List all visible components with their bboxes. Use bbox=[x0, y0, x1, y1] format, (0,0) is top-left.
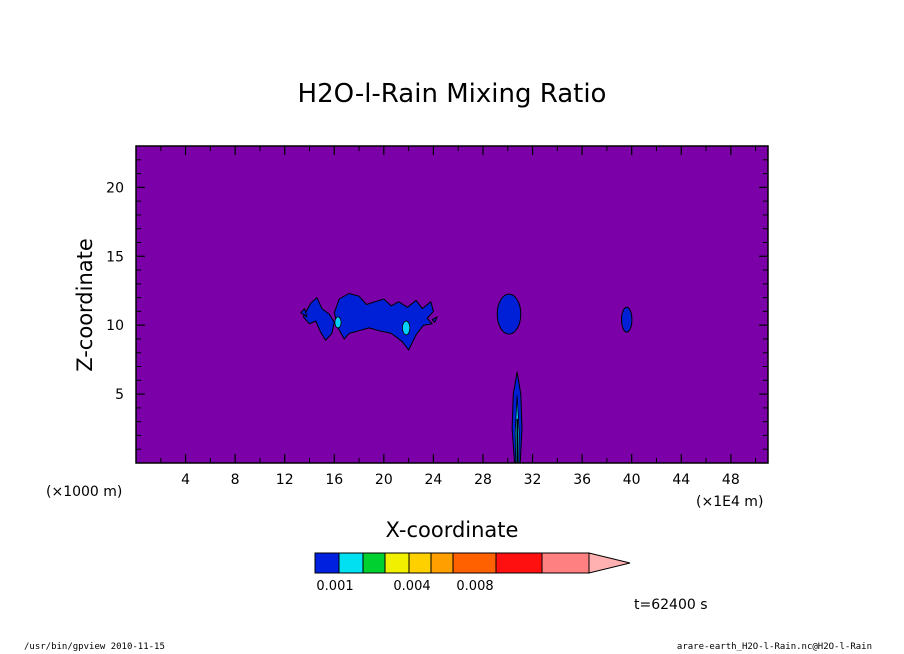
x-axis: 4 8 12 16 20 24 28 32 36 40 44 48 bbox=[160, 146, 757, 488]
y-tick-label: 15 bbox=[106, 249, 124, 265]
contour-inner-b bbox=[402, 320, 411, 336]
contour-cell-isolated-1 bbox=[496, 293, 522, 335]
plot-frame bbox=[135, 145, 769, 464]
y-tick-label: 10 bbox=[106, 318, 124, 334]
colorbar-segment bbox=[430, 552, 454, 574]
x-tick-label: 48 bbox=[722, 472, 740, 488]
x-tick-label: 40 bbox=[623, 472, 641, 488]
x-axis-label: X-coordinate bbox=[386, 518, 519, 542]
chart-title: H2O-l-Rain Mixing Ratio bbox=[298, 79, 607, 109]
footer-left: /usr/bin/gpview 2010-11-15 bbox=[24, 642, 165, 652]
colorbar-segment bbox=[408, 552, 432, 574]
x-tick-label: 36 bbox=[573, 472, 591, 488]
x-tick-label: 28 bbox=[474, 472, 492, 488]
x-tick-label: 4 bbox=[181, 472, 190, 488]
colorbar-segment bbox=[384, 552, 410, 574]
time-label: t=62400 s bbox=[634, 597, 708, 613]
colorbar-label: 0.008 bbox=[456, 579, 493, 594]
contour-cell-left-b bbox=[300, 308, 308, 318]
y-units-label: (×1000 m) bbox=[46, 484, 122, 500]
y-tick-label: 20 bbox=[106, 180, 124, 196]
contour-cell-main bbox=[333, 293, 434, 351]
x-units-label: (×1E4 m) bbox=[696, 494, 763, 510]
contour-inner-a bbox=[334, 316, 342, 329]
plot-area bbox=[135, 145, 769, 464]
x-tick-label: 8 bbox=[231, 472, 240, 488]
x-tick-label: 32 bbox=[524, 472, 542, 488]
contour-layer bbox=[300, 293, 633, 464]
colorbar-segment bbox=[338, 552, 364, 574]
x-tick-label: 20 bbox=[375, 472, 393, 488]
y-tick-label: 5 bbox=[115, 387, 124, 403]
colorbar-extend-arrow bbox=[588, 552, 631, 574]
colorbar-label: 0.004 bbox=[393, 579, 430, 594]
y-axis-label: Z-coordinate bbox=[73, 238, 97, 372]
colorbar: 0.001 0.004 0.008 bbox=[314, 552, 631, 594]
contour-cell-left-a bbox=[302, 297, 335, 341]
plot-background bbox=[136, 146, 768, 463]
contour-cell-right-fragment bbox=[431, 316, 438, 323]
footer-right: arare-earth_H2O-l-Rain.nc@H2O-l-Rain bbox=[676, 642, 872, 652]
x-tick-label: 12 bbox=[276, 472, 294, 488]
x-tick-label: 44 bbox=[672, 472, 690, 488]
x-tick-label: 16 bbox=[325, 472, 343, 488]
y-axis: 5 10 15 20 bbox=[106, 159, 768, 450]
colorbar-segment bbox=[452, 552, 497, 574]
colorbar-label: 0.001 bbox=[316, 579, 353, 594]
colorbar-segment bbox=[314, 552, 340, 574]
contour-cell-isolated-2 bbox=[621, 306, 633, 333]
colorbar-segment bbox=[495, 552, 543, 574]
colorbar-segment bbox=[362, 552, 386, 574]
x-tick-label: 24 bbox=[424, 472, 442, 488]
colorbar-segment bbox=[541, 552, 590, 574]
